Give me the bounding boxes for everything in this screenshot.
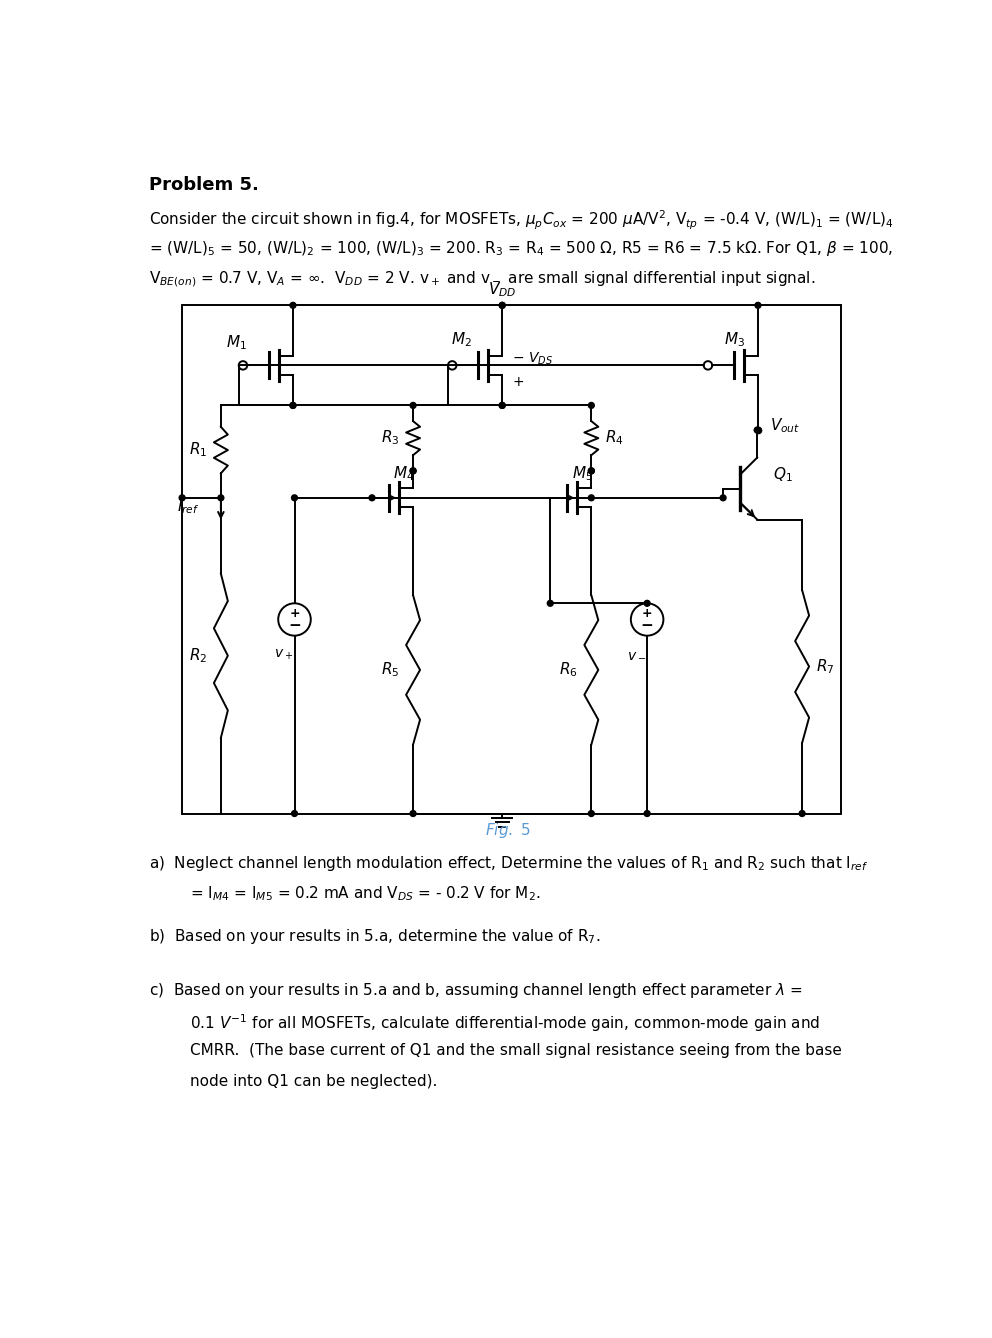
Text: −: − [641,618,654,633]
Text: $R_7$: $R_7$ [816,657,834,676]
Circle shape [292,811,298,816]
Circle shape [548,601,554,606]
Text: = (W/L)$_5$ = 50, (W/L)$_2$ = 100, (W/L)$_3$ = 200. R$_3$ = R$_4$ = 500 $\Omega$: = (W/L)$_5$ = 50, (W/L)$_2$ = 100, (W/L)… [149,240,893,258]
Circle shape [755,302,761,308]
Circle shape [499,403,505,408]
Circle shape [755,427,761,434]
Text: 0.1 $V^{-1}$ for all MOSFETs, calculate differential-mode gain, common-mode gain: 0.1 $V^{-1}$ for all MOSFETs, calculate … [189,1012,820,1034]
Text: $M_5$: $M_5$ [571,464,592,483]
Text: $+$: $+$ [512,376,524,389]
Circle shape [588,468,594,474]
Text: −: − [288,618,301,633]
Text: $v_+$: $v_+$ [274,648,294,661]
Circle shape [588,495,594,500]
Text: $R_5$: $R_5$ [381,661,399,680]
Circle shape [180,495,186,500]
Circle shape [644,601,650,606]
Text: V$_{BE(on)}$ = 0.7 V, V$_A$ = $\infty$.  V$_{DD}$ = 2 V. v$_+$ and v$_-$ are sma: V$_{BE(on)}$ = 0.7 V, V$_A$ = $\infty$. … [149,269,815,289]
Text: $I_{ref}$: $I_{ref}$ [177,498,199,516]
Circle shape [369,495,375,500]
Circle shape [720,495,726,500]
Text: $Q_1$: $Q_1$ [773,466,793,484]
Text: node into Q1 can be neglected).: node into Q1 can be neglected). [189,1074,437,1089]
Text: $V_{DD}$: $V_{DD}$ [488,281,517,300]
Text: $M_4$: $M_4$ [393,464,415,483]
Circle shape [588,468,594,474]
Text: +: + [290,607,300,621]
Circle shape [410,468,416,474]
Text: CMRR.  (The base current of Q1 and the small signal resistance seeing from the b: CMRR. (The base current of Q1 and the sm… [189,1044,842,1058]
Text: $v_-$: $v_-$ [627,648,646,661]
Circle shape [290,302,296,308]
Text: c)  Based on your results in 5.a and b, assuming channel length effect parameter: c) Based on your results in 5.a and b, a… [149,981,803,1001]
Text: $-$ $V_{DS}$: $-$ $V_{DS}$ [512,351,553,368]
Circle shape [218,495,224,500]
Text: = I$_{M4}$ = I$_{M5}$ = 0.2 mA and V$_{DS}$ = - 0.2 V for M$_2$.: = I$_{M4}$ = I$_{M5}$ = 0.2 mA and V$_{D… [189,884,541,903]
Text: $R_4$: $R_4$ [605,428,624,447]
Circle shape [410,468,416,474]
Text: $R_3$: $R_3$ [381,428,399,447]
Circle shape [588,811,594,816]
Circle shape [588,403,594,408]
Circle shape [290,403,296,408]
Circle shape [499,403,505,408]
Circle shape [800,811,806,816]
Text: $M_1$: $M_1$ [226,333,247,352]
Text: b)  Based on your results in 5.a, determine the value of R$_7$.: b) Based on your results in 5.a, determi… [149,927,600,946]
Circle shape [499,302,505,308]
Circle shape [292,495,298,500]
Circle shape [644,811,650,816]
Circle shape [754,427,760,434]
Text: $R_2$: $R_2$ [188,646,207,665]
Text: $R_6$: $R_6$ [558,661,577,680]
Text: Problem 5.: Problem 5. [149,177,259,194]
Circle shape [410,811,416,816]
Text: $V_{out}$: $V_{out}$ [770,416,800,435]
Text: a)  Neglect channel length modulation effect, Determine the values of R$_1$ and : a) Neglect channel length modulation eff… [149,854,868,872]
Circle shape [290,403,296,408]
Text: $M_3$: $M_3$ [724,330,745,349]
Text: +: + [642,607,653,621]
Circle shape [410,403,416,408]
Circle shape [499,302,505,308]
Text: $M_2$: $M_2$ [450,330,471,349]
Text: Consider the circuit shown in fig.4, for MOSFETs, $\mu_p C_{ox}$ = 200 $\mu$A/V$: Consider the circuit shown in fig.4, for… [149,209,894,233]
Text: $R_1$: $R_1$ [188,440,207,459]
Text: $\it{Fig.\ 5}$: $\it{Fig.\ 5}$ [485,822,531,840]
